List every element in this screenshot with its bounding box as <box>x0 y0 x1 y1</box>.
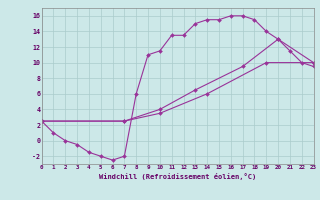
X-axis label: Windchill (Refroidissement éolien,°C): Windchill (Refroidissement éolien,°C) <box>99 173 256 180</box>
